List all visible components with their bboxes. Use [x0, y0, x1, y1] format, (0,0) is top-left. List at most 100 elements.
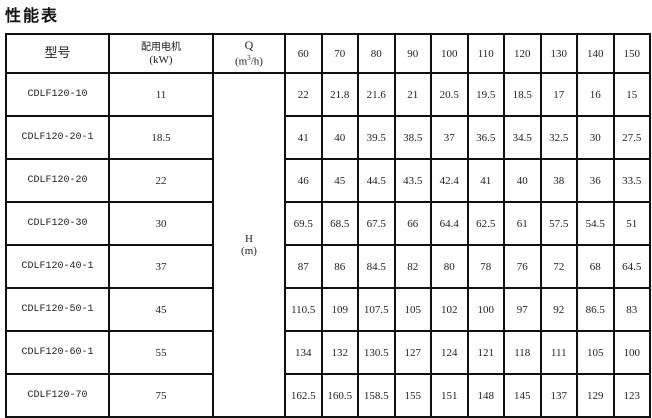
head-value-cell: 22 — [284, 72, 323, 117]
table-row: CDLF120-60-1 55 134 132 130.5 127 124 121 118 111… — [5, 330, 651, 375]
flow-value-header: 80 — [357, 33, 396, 74]
head-value-cell: 43.5 — [393, 158, 432, 203]
head-value-cell: 68.5 — [320, 201, 359, 246]
head-value-cell: 27.5 — [612, 115, 651, 160]
model-cell: CDLF120-20 — [5, 158, 110, 203]
power-cell: 37 — [108, 244, 214, 289]
model-cell: CDLF120-60-1 — [5, 330, 110, 375]
head-value-cell: 39.5 — [357, 115, 396, 160]
head-value-cell: 30 — [576, 115, 615, 160]
head-value-cell: 18.5 — [503, 72, 542, 117]
head-value-cell: 15 — [612, 72, 651, 117]
flow-value-header: 120 — [503, 33, 542, 74]
model-cell: CDLF120-10 — [5, 72, 110, 117]
head-value-cell: 105 — [393, 287, 432, 332]
power-cell: 18.5 — [108, 115, 214, 160]
model-cell: CDLF120-50-1 — [5, 287, 110, 332]
head-value-cell: 19.5 — [466, 72, 505, 117]
head-value-cell: 21.6 — [357, 72, 396, 117]
flow-header: Q (m3/h) — [212, 33, 286, 74]
head-value-cell: 145 — [503, 373, 542, 418]
head-value-cell: 51 — [612, 201, 651, 246]
head-value-cell: 111 — [539, 330, 578, 375]
head-value-cell: 100 — [466, 287, 505, 332]
head-value-cell: 67.5 — [357, 201, 396, 246]
head-value-cell: 110.5 — [284, 287, 323, 332]
model-header: 型号 — [5, 33, 110, 74]
flow-value-header: 110 — [466, 33, 505, 74]
head-value-cell: 34.5 — [503, 115, 542, 160]
head-value-cell: 132 — [320, 330, 359, 375]
head-value-cell: 80 — [430, 244, 469, 289]
model-cell: CDLF120-40-1 — [5, 244, 110, 289]
head-value-cell: 137 — [539, 373, 578, 418]
flow-value-header: 60 — [284, 33, 323, 74]
page-title: 性能表 — [5, 6, 60, 25]
head-value-cell: 134 — [284, 330, 323, 375]
head-value-cell: 37 — [430, 115, 469, 160]
table-row: CDLF120-70 75 162.5 160.5 158.5 155 151 148 145 1… — [5, 373, 651, 418]
head-value-cell: 121 — [466, 330, 505, 375]
head-value-cell: 17 — [539, 72, 578, 117]
flow-value-header: 90 — [393, 33, 432, 74]
head-value-cell: 86 — [320, 244, 359, 289]
head-value-cell: 102 — [430, 287, 469, 332]
head-value-cell: 84.5 — [357, 244, 396, 289]
power-cell: 22 — [108, 158, 214, 203]
head-value-cell: 105 — [576, 330, 615, 375]
head-value-cell: 123 — [612, 373, 651, 418]
head-value-cell: 21 — [393, 72, 432, 117]
power-cell: 45 — [108, 287, 214, 332]
head-value-cell: 124 — [430, 330, 469, 375]
power-cell: 11 — [108, 72, 214, 117]
head-value-cell: 61 — [503, 201, 542, 246]
performance-table: 型号 配用电机 (kW) Q (m3/h) 60 70 80 90 100 110 120 130… — [5, 33, 651, 418]
head-label-cell: H (m) — [212, 72, 286, 418]
head-value-cell: 100 — [612, 330, 651, 375]
power-cell: 30 — [108, 201, 214, 246]
head-value-cell: 78 — [466, 244, 505, 289]
head-value-cell: 92 — [539, 287, 578, 332]
table-row: CDLF120-20 22 46 45 44.5 43.5 42.4 41 40 38 36 33.5 — [5, 158, 651, 203]
flow-value-header: 130 — [539, 33, 578, 74]
head-label: H — [245, 233, 253, 245]
head-value-cell: 64.5 — [612, 244, 651, 289]
head-value-cell: 118 — [503, 330, 542, 375]
head-value-cell: 44.5 — [357, 158, 396, 203]
head-value-cell: 127 — [393, 330, 432, 375]
head-value-cell: 20.5 — [430, 72, 469, 117]
head-value-cell: 32.5 — [539, 115, 578, 160]
head-value-cell: 38 — [539, 158, 578, 203]
power-cell: 75 — [108, 373, 214, 418]
head-value-cell: 38.5 — [393, 115, 432, 160]
head-value-cell: 72 — [539, 244, 578, 289]
head-value-cell: 97 — [503, 287, 542, 332]
head-value-cell: 62.5 — [466, 201, 505, 246]
head-value-cell: 151 — [430, 373, 469, 418]
head-value-cell: 87 — [284, 244, 323, 289]
head-value-cell: 40 — [320, 115, 359, 160]
model-cell: CDLF120-20-1 — [5, 115, 110, 160]
head-value-cell: 86.5 — [576, 287, 615, 332]
power-cell: 55 — [108, 330, 214, 375]
motor-header: 配用电机 (kW) — [108, 33, 214, 74]
head-value-cell: 45 — [320, 158, 359, 203]
table-row: CDLF120-50-1 45 110.5 109 107.5 105 102 100 97 92… — [5, 287, 651, 332]
head-value-cell: 158.5 — [357, 373, 396, 418]
head-value-cell: 107.5 — [357, 287, 396, 332]
head-unit: (m) — [241, 245, 257, 257]
head-value-cell: 162.5 — [284, 373, 323, 418]
head-value-cell: 69.5 — [284, 201, 323, 246]
head-value-cell: 41 — [284, 115, 323, 160]
head-value-cell: 83 — [612, 287, 651, 332]
head-value-cell: 46 — [284, 158, 323, 203]
head-value-cell: 109 — [320, 287, 359, 332]
head-value-cell: 16 — [576, 72, 615, 117]
head-value-cell: 41 — [466, 158, 505, 203]
head-value-cell: 21.8 — [320, 72, 359, 117]
head-value-cell: 130.5 — [357, 330, 396, 375]
table-row: CDLF120-30 30 69.5 68.5 67.5 66 64.4 62.5 61 57.5… — [5, 201, 651, 246]
head-value-cell: 42.4 — [430, 158, 469, 203]
model-cell: CDLF120-70 — [5, 373, 110, 418]
head-value-cell: 82 — [393, 244, 432, 289]
